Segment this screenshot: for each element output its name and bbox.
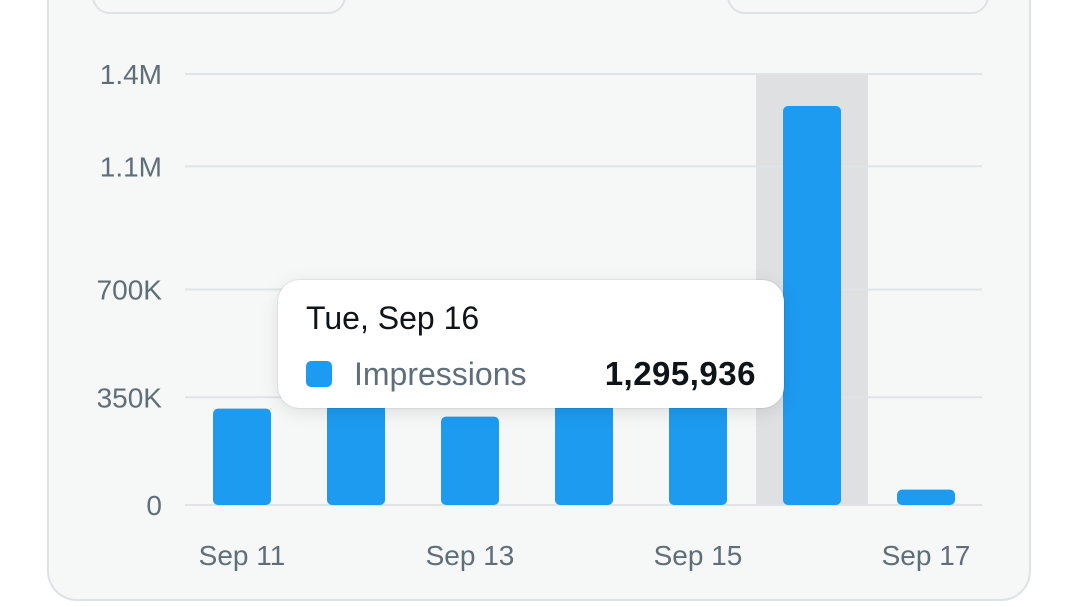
chart-tooltip: Tue, Sep 16 Impressions 1,295,936 bbox=[278, 280, 784, 408]
square-swatch-icon bbox=[306, 361, 332, 387]
bar[interactable] bbox=[441, 416, 499, 505]
tooltip-date: Tue, Sep 16 bbox=[306, 300, 480, 336]
tooltip-value: 1,295,936 bbox=[604, 355, 756, 392]
y-tick-label: 1.1M bbox=[100, 151, 162, 182]
y-tick-label: 700K bbox=[97, 275, 163, 306]
bar[interactable] bbox=[213, 408, 271, 505]
tooltip-row: Impressions 1,295,936 bbox=[306, 354, 756, 394]
y-tick-label: 1.4M bbox=[100, 59, 162, 90]
bar[interactable] bbox=[327, 403, 385, 505]
y-tick-label: 350K bbox=[97, 382, 163, 413]
x-tick-label: Sep 15 bbox=[654, 540, 743, 571]
bar[interactable] bbox=[783, 106, 841, 506]
y-tick-label: 0 bbox=[146, 490, 162, 521]
bar[interactable] bbox=[669, 403, 727, 505]
x-tick-label: Sep 13 bbox=[426, 540, 515, 571]
bar[interactable] bbox=[555, 403, 613, 505]
x-tick-label: Sep 17 bbox=[882, 540, 971, 571]
x-tick-label: Sep 11 bbox=[199, 540, 286, 571]
bar[interactable] bbox=[897, 489, 955, 505]
tooltip-series-label: Impressions bbox=[354, 355, 527, 392]
